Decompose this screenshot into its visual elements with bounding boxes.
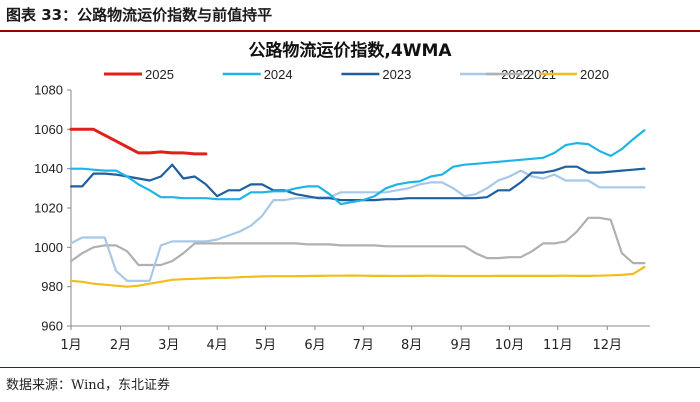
y-tick-label: 1060 <box>34 122 63 137</box>
title-divider <box>0 30 700 32</box>
axes: 960 980 1000 1020 1040 1060 1080 1月 2月 3月 4月 5月 6月 7月… <box>34 83 650 353</box>
series-line-2024 <box>69 129 646 206</box>
legend-label-2025: 2025 <box>145 67 174 82</box>
legend-item-2024: 2024 <box>222 67 293 82</box>
y-tick-label: 1000 <box>34 240 63 255</box>
y-tick-label: 1040 <box>34 161 63 176</box>
x-tick-label: 6月 <box>304 338 325 353</box>
legend-label-2023: 2023 <box>382 67 411 82</box>
series-line-2020 <box>69 265 646 288</box>
x-tick-label: 1月 <box>60 338 81 353</box>
x-tick-label: 3月 <box>158 338 179 353</box>
x-tick-label: 7月 <box>353 338 374 353</box>
chart-title: 公路物流运价指数,4WMA <box>248 41 452 61</box>
x-tick-label: 12月 <box>593 338 623 353</box>
x-tick-label: 10月 <box>495 338 525 353</box>
x-tick-label: 8月 <box>401 338 422 353</box>
legend-item-2025: 2025 <box>104 67 174 82</box>
x-tick-label: 11月 <box>543 338 573 353</box>
series-line-2022 <box>69 169 646 282</box>
y-tick-label: 1020 <box>34 201 63 216</box>
x-tick-label: 5月 <box>255 338 276 353</box>
x-tick-label: 2月 <box>110 338 131 353</box>
source-note: 数据来源：Wind，东北证券 <box>6 378 170 393</box>
figure-title: 图表 33：公路物流运价指数与前值持平 <box>6 6 273 24</box>
series-line-2021 <box>69 216 646 267</box>
series-lines <box>69 127 646 288</box>
legend-label-2020: 2020 <box>580 67 609 82</box>
y-tick-label: 960 <box>41 319 63 334</box>
y-tick-label: 1080 <box>34 83 63 98</box>
x-tick-label: 4月 <box>207 338 228 353</box>
series-line-2025 <box>69 127 208 156</box>
legend-label-2024: 2024 <box>264 67 293 82</box>
x-tick-label: 9月 <box>450 338 471 353</box>
legend-item-2020: 2020 <box>539 67 609 82</box>
footer-divider <box>0 367 700 368</box>
legend-item-2023: 2023 <box>341 67 411 82</box>
y-tick-label: 980 <box>41 279 63 294</box>
